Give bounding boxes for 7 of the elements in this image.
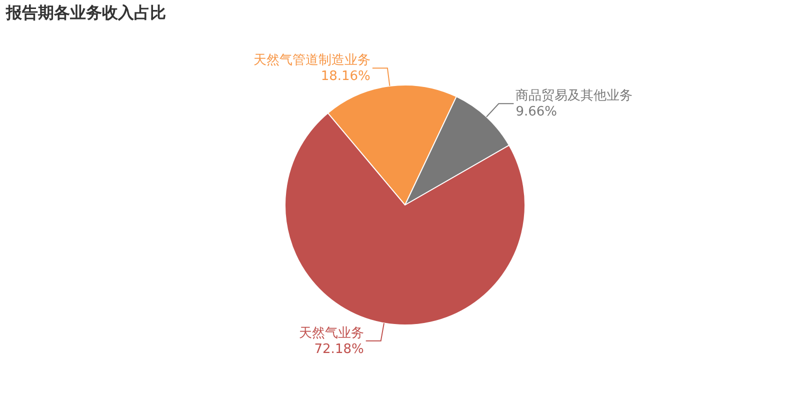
slice-label: 商品贸易及其他业务 — [516, 88, 633, 104]
text: 报告期各业务收入占比 — [6, 3, 166, 24]
slice-label: 天然气管道制造业务 — [253, 53, 370, 68]
data-label: 9.66% — [516, 104, 558, 120]
data-label: 18.16% — [320, 69, 370, 84]
data-label: 72.18% — [314, 342, 364, 357]
slice-label: 天然气业务 — [298, 326, 364, 341]
